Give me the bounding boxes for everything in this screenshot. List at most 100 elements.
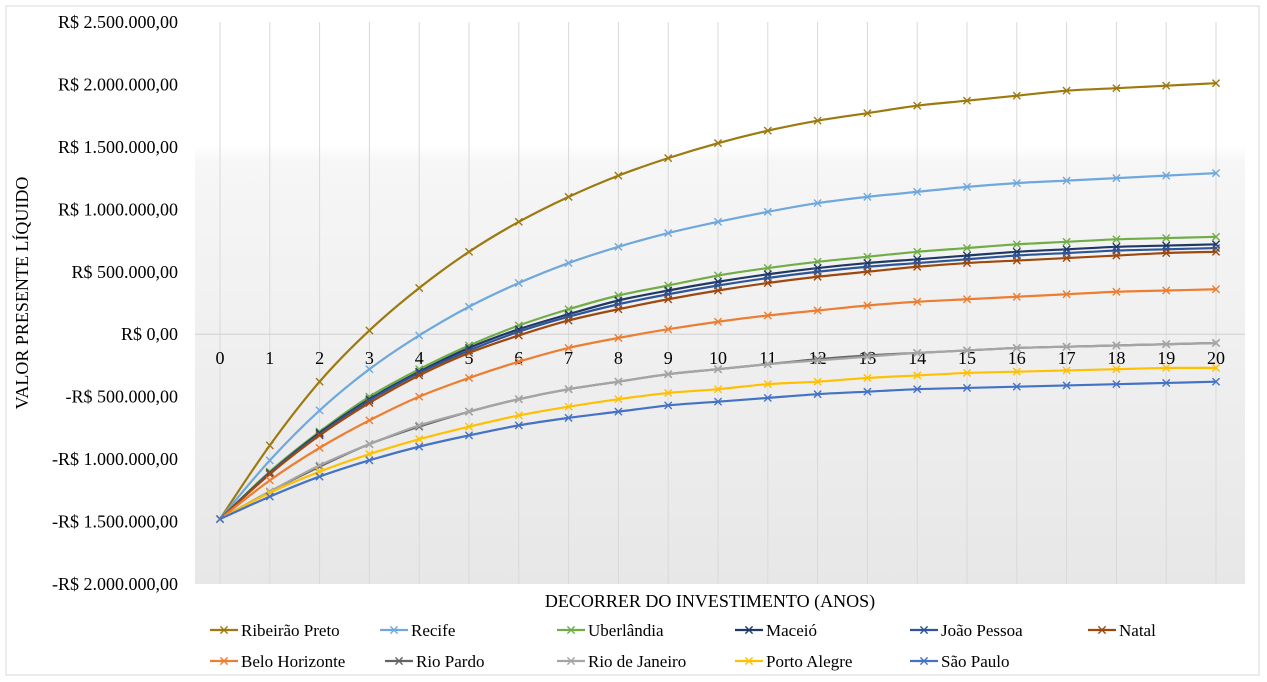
x-tick-label: 9 bbox=[664, 348, 673, 368]
x-tick-label: 13 bbox=[858, 348, 876, 368]
data-point-marker bbox=[1012, 240, 1021, 249]
data-point-marker bbox=[913, 262, 922, 271]
legend-item: Natal bbox=[1088, 621, 1156, 640]
data-point-marker bbox=[614, 305, 623, 314]
data-point-marker bbox=[1211, 285, 1221, 294]
data-point-marker bbox=[415, 371, 424, 380]
data-point-marker bbox=[315, 431, 324, 440]
data-point-marker bbox=[514, 395, 523, 404]
data-point-marker bbox=[713, 365, 723, 374]
data-point-marker bbox=[913, 348, 922, 358]
data-point-marker bbox=[763, 263, 772, 273]
data-point-marker bbox=[713, 317, 723, 326]
y-tick-label: R$ 1.500.000,00 bbox=[58, 137, 178, 157]
data-point-marker bbox=[813, 198, 822, 208]
data-point-marker bbox=[863, 387, 872, 396]
data-point-marker bbox=[1211, 169, 1221, 178]
data-point-marker bbox=[315, 406, 324, 415]
data-point-marker bbox=[564, 402, 573, 411]
data-point-marker bbox=[415, 442, 424, 451]
grid-lines bbox=[219, 22, 1217, 584]
legend-item: Rio de Janeiro bbox=[557, 652, 686, 671]
data-point-marker bbox=[962, 258, 972, 268]
data-point-marker bbox=[664, 388, 673, 398]
data-point-marker bbox=[913, 255, 922, 264]
data-point-marker bbox=[863, 192, 872, 201]
data-point-marker bbox=[863, 301, 872, 310]
data-point-marker bbox=[415, 435, 424, 444]
x-tick-label: 2 bbox=[315, 348, 324, 368]
data-point-marker bbox=[315, 461, 324, 470]
legend-item: Uberlândia bbox=[557, 621, 664, 640]
legend-label: Rio de Janeiro bbox=[588, 652, 686, 671]
y-tick-label: -R$ 2.000.000,00 bbox=[52, 574, 178, 594]
data-point-marker bbox=[514, 331, 523, 340]
legend-label: Belo Horizonte bbox=[241, 652, 345, 671]
data-point-marker bbox=[1162, 248, 1171, 258]
data-point-marker bbox=[813, 116, 822, 125]
x-tick-label: 14 bbox=[908, 348, 926, 368]
data-point-marker bbox=[763, 380, 772, 389]
data-point-marker bbox=[464, 247, 474, 256]
data-point-marker bbox=[863, 373, 872, 383]
series-lines bbox=[215, 79, 1221, 524]
data-point-marker bbox=[1211, 377, 1221, 386]
data-point-marker bbox=[962, 243, 972, 253]
legend-label: João Pessoa bbox=[941, 621, 1023, 640]
data-point-marker bbox=[1062, 381, 1071, 390]
x-tick-label: 17 bbox=[1058, 348, 1076, 368]
data-point-marker bbox=[564, 343, 573, 353]
data-point-marker bbox=[1112, 251, 1121, 260]
data-point-marker bbox=[1112, 380, 1121, 389]
x-tick-label: 6 bbox=[514, 348, 523, 368]
data-point-marker bbox=[1211, 79, 1221, 88]
data-point-marker bbox=[713, 139, 723, 148]
data-point-marker bbox=[1211, 243, 1221, 253]
legend-swatch-marker bbox=[394, 656, 404, 666]
data-point-marker bbox=[365, 456, 374, 465]
data-point-marker bbox=[1062, 237, 1071, 246]
y-tick-label: R$ 2.500.000,00 bbox=[58, 12, 178, 32]
data-point-marker bbox=[265, 476, 274, 485]
x-tick-label: 4 bbox=[415, 348, 424, 368]
data-point-marker bbox=[415, 331, 424, 340]
legend-label: Natal bbox=[1119, 621, 1156, 640]
data-point-marker bbox=[365, 416, 374, 425]
legend: Ribeirão Preto Recife Uberlândia Maceió João… bbox=[210, 621, 1156, 671]
x-axis-title: DECORRER DO INVESTIMENTO (ANOS) bbox=[545, 591, 875, 612]
data-point-marker bbox=[763, 311, 772, 320]
data-point-marker bbox=[763, 126, 772, 135]
data-point-marker bbox=[265, 492, 274, 501]
data-point-marker bbox=[464, 348, 474, 358]
legend-swatch-marker bbox=[1097, 625, 1107, 635]
data-point-marker bbox=[365, 396, 374, 405]
data-point-marker bbox=[713, 397, 723, 406]
x-tick-label: 15 bbox=[958, 348, 976, 368]
data-point-marker bbox=[962, 182, 972, 191]
data-point-marker bbox=[913, 297, 922, 306]
data-point-marker bbox=[1211, 338, 1221, 348]
data-point-marker bbox=[1211, 232, 1221, 241]
y-axis-title: VALOR PRESENTE LÍQUIDO bbox=[11, 177, 32, 410]
data-point-marker bbox=[1211, 363, 1221, 373]
data-point-marker bbox=[1012, 382, 1021, 391]
data-point-marker bbox=[664, 401, 673, 410]
legend-label: Porto Alegre bbox=[766, 652, 852, 671]
data-point-marker bbox=[415, 421, 424, 430]
data-point-marker bbox=[1012, 256, 1021, 265]
legend-item: Belo Horizonte bbox=[210, 652, 345, 671]
x-tick-label: 1 bbox=[265, 348, 274, 368]
data-point-marker bbox=[913, 385, 922, 394]
x-tick-label: 3 bbox=[365, 348, 374, 368]
data-point-marker bbox=[1012, 247, 1021, 256]
x-tick-label: 5 bbox=[465, 348, 474, 368]
data-point-marker bbox=[1112, 365, 1121, 374]
data-point-marker bbox=[813, 257, 822, 266]
data-point-marker bbox=[365, 365, 374, 374]
data-point-marker bbox=[813, 377, 822, 386]
data-point-marker bbox=[1062, 366, 1071, 375]
legend-label: Maceió bbox=[766, 621, 817, 640]
x-tick-label: 8 bbox=[614, 348, 623, 368]
data-point-marker bbox=[614, 242, 623, 251]
